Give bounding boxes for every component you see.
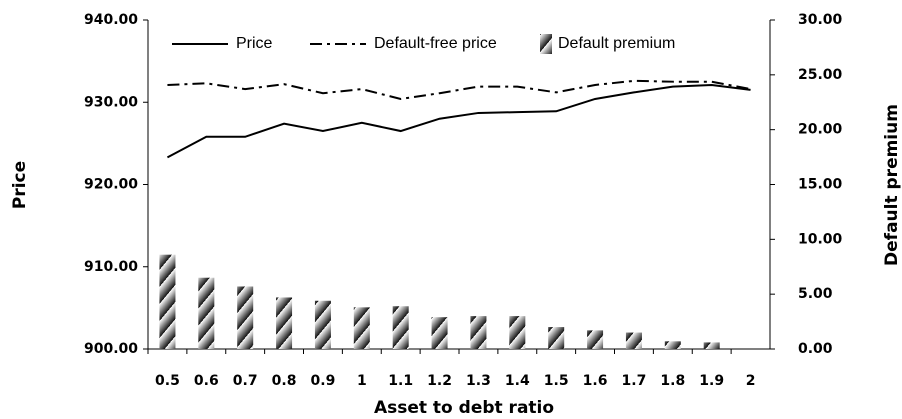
x-tick-label: 1.3 bbox=[466, 373, 491, 389]
legend-label: Default premium bbox=[558, 35, 675, 52]
x-tick-label: 1.6 bbox=[583, 373, 608, 389]
x-tick-label: 1.4 bbox=[505, 373, 530, 389]
bar bbox=[509, 316, 526, 349]
bar bbox=[431, 317, 448, 349]
x-tick-label: 0.8 bbox=[272, 373, 297, 389]
legend-label: Price bbox=[236, 35, 273, 52]
y2-tick-label: 25.00 bbox=[798, 67, 843, 83]
bar bbox=[159, 254, 176, 349]
bar bbox=[587, 330, 604, 349]
line bbox=[167, 79, 751, 100]
bar bbox=[703, 342, 720, 349]
bar bbox=[625, 332, 642, 349]
x-tick-label: 2 bbox=[746, 373, 756, 389]
bar bbox=[353, 307, 370, 349]
x-tick-label: 1.2 bbox=[427, 373, 452, 389]
y2-tick-label: 20.00 bbox=[798, 122, 843, 138]
x-axis-title: Asset to debt ratio bbox=[374, 398, 554, 418]
bar bbox=[470, 316, 487, 349]
y-tick-label: 900.00 bbox=[84, 341, 138, 357]
x-tick-label: 0.9 bbox=[311, 373, 336, 389]
bar bbox=[276, 297, 293, 349]
bar bbox=[392, 306, 409, 349]
x-tick-label: 0.6 bbox=[194, 373, 219, 389]
line bbox=[166, 83, 751, 159]
y2-tick-label: 30.00 bbox=[798, 12, 843, 28]
y-axis-title: Price bbox=[10, 161, 30, 209]
y-tick-label: 910.00 bbox=[84, 259, 138, 275]
x-tick-label: 1 bbox=[357, 373, 367, 389]
x-tick-label: 1.8 bbox=[660, 373, 685, 389]
bar bbox=[198, 277, 215, 349]
x-tick-label: 1.7 bbox=[622, 373, 647, 389]
legend-label: Default-free price bbox=[374, 35, 497, 52]
x-tick-label: 1.1 bbox=[388, 373, 413, 389]
bar bbox=[237, 286, 254, 349]
y2-axis-title: Default premium bbox=[882, 104, 902, 266]
y-tick-label: 940.00 bbox=[84, 12, 138, 28]
bar bbox=[548, 327, 565, 349]
y2-tick-label: 15.00 bbox=[798, 177, 843, 193]
x-tick-label: 1.9 bbox=[699, 373, 724, 389]
y2-tick-label: 5.00 bbox=[798, 286, 833, 302]
bar bbox=[314, 300, 331, 349]
bar bbox=[664, 341, 681, 349]
y-tick-label: 930.00 bbox=[84, 94, 138, 110]
y2-tick-label: 0.00 bbox=[798, 341, 833, 357]
x-tick-label: 1.5 bbox=[544, 373, 569, 389]
x-tick-label: 0.5 bbox=[155, 373, 180, 389]
legend-swatch bbox=[540, 34, 552, 54]
y-tick-label: 920.00 bbox=[84, 177, 138, 193]
y2-tick-label: 10.00 bbox=[798, 231, 843, 247]
x-tick-label: 0.7 bbox=[233, 373, 258, 389]
